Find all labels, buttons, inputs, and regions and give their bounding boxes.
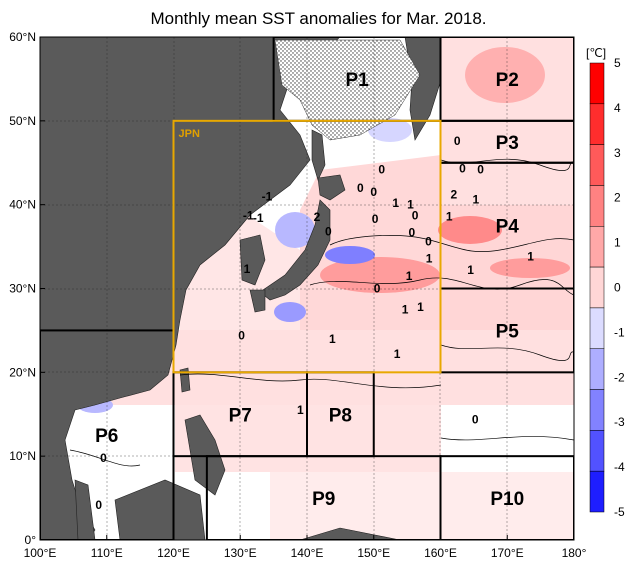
lat-tick-label: 0° bbox=[25, 533, 37, 547]
map-title: Monthly mean SST anomalies for Mar. 2018… bbox=[150, 9, 487, 28]
colorbar-swatch bbox=[589, 307, 605, 349]
lon-tick-label: 120°E bbox=[157, 546, 190, 560]
colorbar-swatch bbox=[589, 103, 605, 145]
colorbar-swatch bbox=[589, 62, 605, 105]
contour-value-label: 0 bbox=[325, 224, 332, 238]
colorbar-unit: [℃] bbox=[586, 46, 606, 60]
sea-ice bbox=[274, 39, 421, 141]
lon-tick-label: 140°E bbox=[291, 546, 324, 560]
lon-tick-label: 180° bbox=[562, 546, 587, 560]
colorbar-swatch bbox=[589, 430, 605, 472]
lat-tick-label: 30°N bbox=[9, 282, 36, 296]
contour-value-label: 1 bbox=[407, 198, 414, 212]
colorbar-level-label: -3 bbox=[614, 415, 625, 429]
colorbar-level-label: 0 bbox=[614, 281, 621, 295]
contour-value-label: -1 bbox=[262, 189, 273, 203]
region-label-p8: P8 bbox=[329, 405, 352, 426]
region-label-p9: P9 bbox=[312, 489, 335, 510]
contour-value-label: 1 bbox=[394, 347, 401, 361]
contour-value-label: 1 bbox=[406, 269, 413, 283]
region-label-p1: P1 bbox=[345, 70, 369, 91]
colorbar-swatch bbox=[589, 470, 605, 513]
contour-value-label: 0 bbox=[372, 212, 379, 226]
contour-value-label: 0 bbox=[374, 282, 381, 296]
contour-value-label: 0 bbox=[100, 451, 107, 465]
colorbar-swatches bbox=[589, 62, 605, 513]
colorbar-swatch bbox=[589, 348, 605, 390]
contour-value-label: 2 bbox=[314, 210, 321, 224]
contour-value-label: 1 bbox=[392, 196, 399, 210]
contour-value-label: 0 bbox=[412, 209, 419, 223]
contour-value-label: 0 bbox=[408, 225, 415, 239]
colorbar-swatch bbox=[589, 144, 605, 186]
contour-value-label: 1 bbox=[446, 209, 453, 223]
region-label-p3: P3 bbox=[496, 133, 519, 154]
contour-value-label: 0 bbox=[95, 498, 102, 512]
colorbar-swatch bbox=[589, 266, 605, 309]
lon-tick-label: 110°E bbox=[91, 546, 123, 560]
contour-value-label: 0 bbox=[472, 412, 479, 426]
contour-value-label: -1 bbox=[253, 211, 264, 225]
contour-value-label: 1 bbox=[402, 302, 409, 316]
contour-value-label: 1 bbox=[527, 250, 534, 264]
contour-value-label: -1 bbox=[243, 209, 254, 223]
colorbar-level-label: 5 bbox=[614, 56, 621, 70]
lat-tick-label: 50°N bbox=[9, 114, 36, 128]
colorbar-level-label: 3 bbox=[614, 146, 621, 160]
land bbox=[40, 37, 442, 540]
colorbar-level-label: -2 bbox=[614, 370, 625, 384]
lon-tick-label: 170°E bbox=[491, 546, 524, 560]
region-box-jpn bbox=[172, 119, 442, 374]
contour-value-label: 0 bbox=[477, 162, 484, 176]
contour-value-label: 1 bbox=[417, 300, 424, 314]
lat-tick-label: 60°N bbox=[9, 30, 36, 44]
contour-value-label: 1 bbox=[426, 251, 433, 265]
contour-value-label: 0 bbox=[370, 185, 377, 199]
contour-value-label: 0 bbox=[459, 162, 466, 176]
colorbar-level-label: 1 bbox=[614, 236, 621, 250]
lat-tick-label: 40°N bbox=[9, 198, 36, 212]
colorbar: [℃] 5 4 3 2 1 0 -1 -2 -3 -4 -5 bbox=[586, 46, 625, 519]
colorbar-labels: 5 4 3 2 1 0 -1 -2 -3 -4 -5 bbox=[614, 56, 625, 519]
contour-value-label: 0 bbox=[378, 162, 385, 176]
colorbar-swatch bbox=[589, 226, 605, 268]
colorbar-level-label: -5 bbox=[614, 505, 625, 519]
contour-value-label: 1 bbox=[473, 193, 480, 207]
lon-tick-label: 150°E bbox=[357, 546, 390, 560]
colorbar-level-label: 2 bbox=[614, 191, 621, 205]
region-label-p10: P10 bbox=[490, 489, 524, 510]
contour-lines bbox=[69, 158, 574, 467]
lon-tick-label: 130°E bbox=[224, 546, 257, 560]
contour-value-label: 2 bbox=[451, 188, 458, 202]
latitude-axis: 0° 10°N 20°N 30°N 40°N 50°N 60°N bbox=[9, 30, 45, 547]
contour-value-label: 1 bbox=[467, 263, 474, 277]
region-label-p6: P6 bbox=[95, 426, 118, 447]
region-label-jpn: JPN bbox=[179, 128, 200, 140]
colorbar-level-label: -4 bbox=[614, 460, 625, 474]
lat-tick-label: 20°N bbox=[9, 365, 36, 379]
colorbar-swatch bbox=[589, 389, 605, 431]
region-label-p2: P2 bbox=[496, 70, 519, 91]
lat-tick-label: 10°N bbox=[9, 449, 36, 463]
contour-value-label: 1 bbox=[297, 403, 304, 417]
contour-value-label: 0 bbox=[238, 328, 245, 342]
contour-value-label: 1 bbox=[244, 262, 251, 276]
colorbar-level-label: -1 bbox=[614, 325, 625, 339]
longitude-axis: 100°E 110°E 120°E 130°E 140°E 150°E 160°E 170°E… bbox=[24, 535, 587, 560]
region-boxes: P1 P2 P3 P4 P5 P6 P7 P8 P9 P10 JPN bbox=[40, 37, 574, 540]
region-label-p5: P5 bbox=[496, 321, 520, 342]
contour-value-label: 1 bbox=[329, 332, 336, 346]
contour-value-label: 0 bbox=[425, 235, 432, 249]
contour-value-label: 0 bbox=[454, 134, 461, 148]
lon-tick-label: 160°E bbox=[424, 546, 457, 560]
region-label-p7: P7 bbox=[229, 405, 252, 426]
contour-value-label: 0 bbox=[357, 181, 364, 195]
colorbar-swatch bbox=[589, 185, 605, 227]
region-label-p4: P4 bbox=[496, 217, 520, 238]
colorbar-level-label: 4 bbox=[614, 101, 621, 115]
lon-tick-label: 100°E bbox=[24, 546, 57, 560]
